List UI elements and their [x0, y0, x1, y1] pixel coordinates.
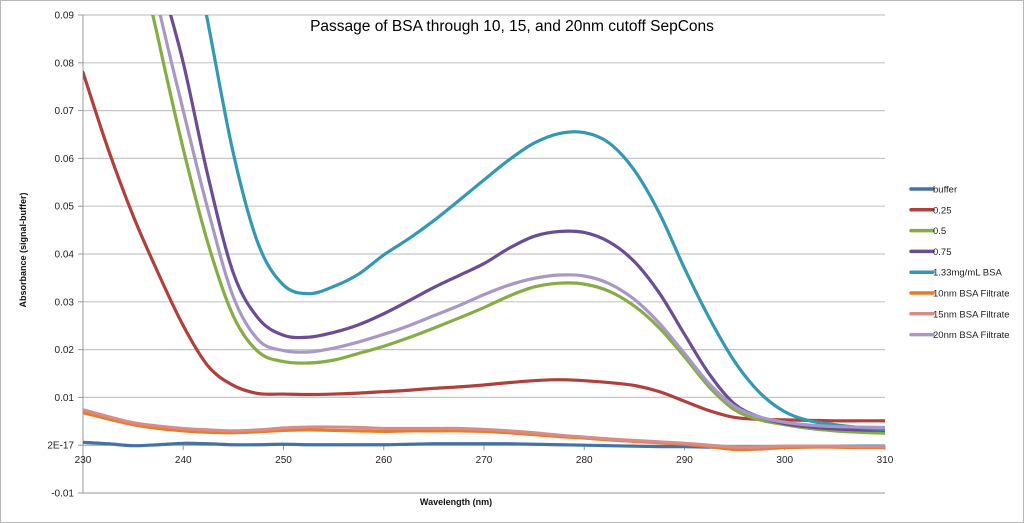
x-tick-label: 230 [75, 455, 92, 466]
series-line-10nm-bsa-filtrate [83, 411, 885, 452]
x-tick-label: 310 [877, 455, 894, 466]
x-tick-label: 300 [776, 455, 793, 466]
legend-label: 0.25 [933, 205, 952, 216]
legend-label: 10nm BSA Filtrate [933, 289, 1010, 300]
x-tick-label: 280 [576, 455, 593, 466]
y-tick-label: 0.04 [55, 250, 75, 261]
y-tick-label: 0.05 [55, 202, 75, 213]
legend-label: 15nm BSA Filtrate [933, 309, 1010, 320]
y-axis-title: Absorbance (signal-buffer) [18, 192, 28, 307]
y-tick-label: 0.07 [55, 106, 75, 117]
legend-item: 0.5 [909, 226, 946, 237]
x-tick-label: 250 [275, 455, 292, 466]
legend-item: 1.33mg/mL BSA [909, 268, 1002, 279]
y-tick-label: 0.03 [55, 297, 75, 308]
legend-label: 0.75 [933, 247, 952, 258]
series-line-0-75 [168, 15, 885, 432]
y-tick-label: 0.01 [55, 393, 75, 404]
x-tick-label: 240 [175, 455, 192, 466]
y-tick-label: 0.02 [55, 345, 75, 356]
x-axis-title: Wavelength (nm) [420, 497, 492, 507]
legend-item: buffer [909, 185, 957, 196]
series-line-20nm-bsa-filtrate [158, 15, 885, 430]
x-tick-label: 260 [375, 455, 392, 466]
x-tick-label: 270 [476, 455, 493, 466]
y-tick-label: 0.09 [55, 11, 75, 22]
x-tick-label: 290 [676, 455, 693, 466]
series-line-1-33mg-ml-bsa [204, 15, 885, 432]
series-line-0-25 [83, 70, 885, 423]
y-tick-label: 2E-17 [47, 441, 74, 452]
legend-item: 10nm BSA Filtrate [909, 289, 1010, 300]
legend-label: buffer [933, 185, 957, 196]
series-lines [83, 15, 885, 452]
legend-item: 0.75 [909, 247, 952, 258]
legend: buffer 0.25 0.5 0.75 1.33mg/mL BSA 10nm BSA F… [909, 185, 1010, 341]
series-line-15nm-bsa-filtrate [83, 408, 885, 449]
legend-label: 20nm BSA Filtrate [933, 330, 1010, 341]
y-axis-ticks: -0.01 2E-17 0.01 0.02 0.03 0.04 0.05 0.06 0.07 0.… [47, 11, 84, 500]
chart-title: Passage of BSA through 10, 15, and 20nm … [310, 18, 714, 35]
y-tick-label: 0.06 [55, 154, 75, 165]
legend-label: 1.33mg/mL BSA [933, 268, 1002, 279]
legend-item: 0.25 [909, 205, 952, 216]
y-tick-label: 0.08 [55, 58, 75, 69]
y-tick-label: -0.01 [51, 489, 74, 500]
legend-label: 0.5 [933, 226, 946, 237]
legend-item: 20nm BSA Filtrate [909, 330, 1010, 341]
legend-item: 15nm BSA Filtrate [909, 309, 1010, 320]
series-line-0-5 [151, 15, 885, 435]
